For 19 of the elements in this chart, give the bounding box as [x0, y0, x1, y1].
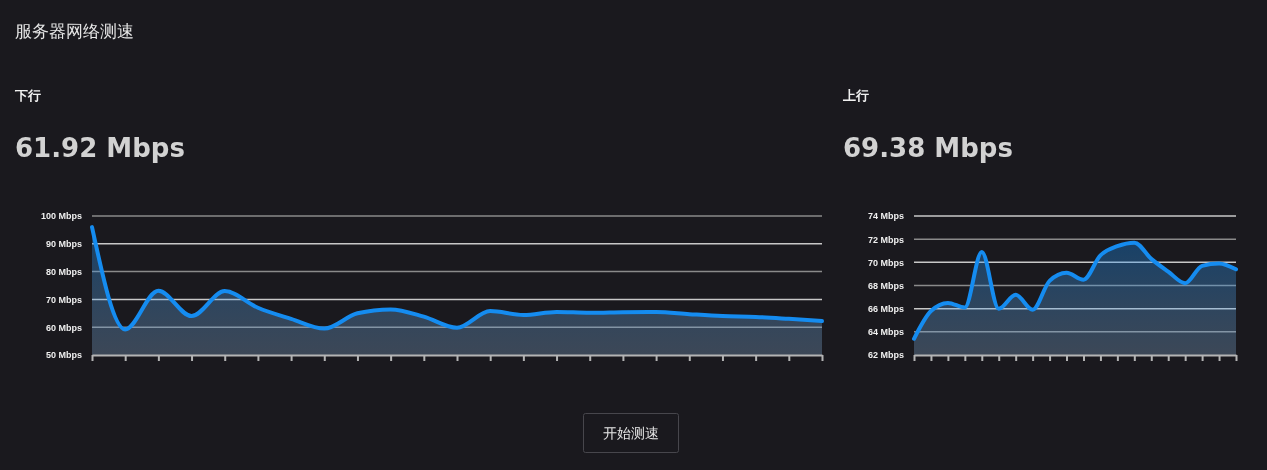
chart-subtitle: 61.92 Mbps	[15, 133, 185, 163]
y-tick-label: 62 Mbps	[867, 350, 904, 361]
y-tick-label: 66 Mbps	[867, 304, 904, 315]
y-tick-label: 50 Mbps	[45, 350, 82, 361]
y-tick-label: 100 Mbps	[40, 211, 82, 222]
y-tick-label: 64 Mbps	[867, 327, 904, 338]
y-tick-label: 70 Mbps	[45, 294, 82, 305]
y-tick-label: 72 Mbps	[867, 234, 904, 245]
y-tick-label: 74 Mbps	[867, 211, 904, 222]
text: 服务器网络测速	[15, 21, 134, 41]
y-tick-label: 80 Mbps	[45, 266, 82, 277]
y-tick-label: 60 Mbps	[45, 322, 82, 333]
start-button[interactable]: 开始测速	[583, 413, 679, 453]
y-tick-label: 70 Mbps	[867, 257, 904, 268]
chart-subtitle: 69.38 Mbps	[843, 133, 1013, 163]
chart-title: 下行	[14, 88, 41, 103]
y-tick-label: 90 Mbps	[45, 239, 82, 250]
chart-title: 上行	[842, 88, 869, 103]
y-tick-label: 68 Mbps	[867, 280, 904, 291]
